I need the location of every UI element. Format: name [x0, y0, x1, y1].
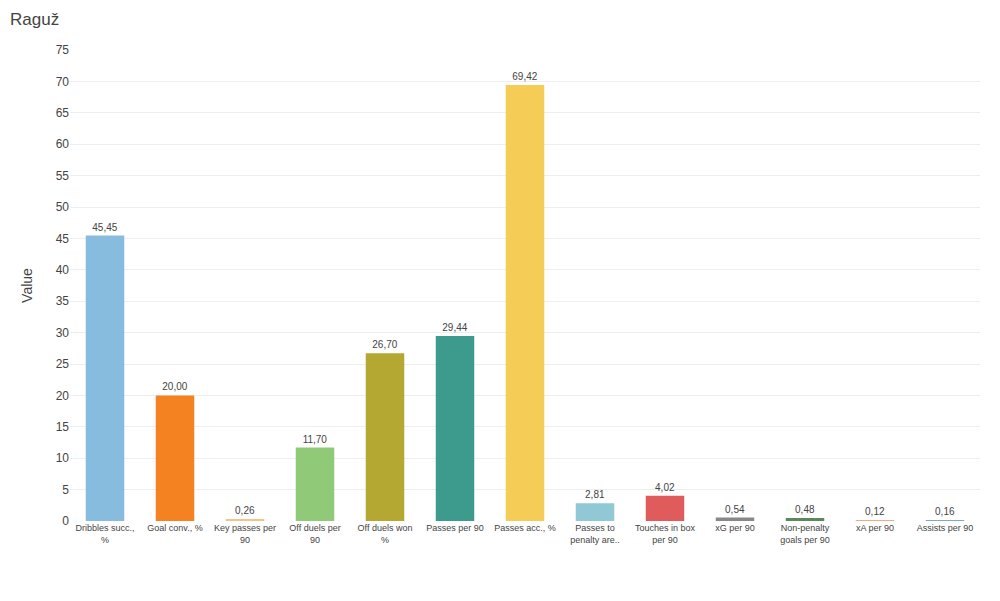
svg-text:Assists per 90: Assists per 90 — [917, 523, 974, 533]
svg-text:55: 55 — [56, 169, 70, 183]
svg-text:Non-penaltygoals per 90: Non-penaltygoals per 90 — [780, 523, 830, 545]
svg-text:0,12: 0,12 — [865, 506, 885, 517]
svg-text:35: 35 — [56, 294, 70, 308]
svg-text:15: 15 — [56, 420, 70, 434]
svg-text:20: 20 — [56, 389, 70, 403]
svg-text:Off duels per90: Off duels per90 — [289, 523, 340, 545]
svg-text:70: 70 — [56, 75, 70, 89]
svg-text:0,54: 0,54 — [725, 504, 745, 515]
svg-text:50: 50 — [56, 200, 70, 214]
svg-text:xA per 90: xA per 90 — [856, 523, 894, 533]
svg-text:20,00: 20,00 — [162, 381, 187, 392]
svg-text:5: 5 — [62, 483, 69, 497]
svg-text:10: 10 — [56, 451, 70, 465]
svg-text:65: 65 — [56, 106, 70, 120]
svg-text:Touches in boxper 90: Touches in boxper 90 — [635, 523, 696, 545]
svg-text:Off duels won%: Off duels won% — [358, 523, 413, 545]
svg-text:11,70: 11,70 — [303, 434, 328, 445]
svg-text:Passes acc., %: Passes acc., % — [494, 523, 556, 533]
svg-text:2,81: 2,81 — [585, 489, 605, 500]
svg-text:Goal conv., %: Goal conv., % — [147, 523, 202, 533]
svg-text:40: 40 — [56, 263, 70, 277]
svg-text:45: 45 — [56, 232, 70, 246]
svg-text:0,16: 0,16 — [935, 506, 955, 517]
svg-text:45,45: 45,45 — [92, 222, 117, 233]
svg-text:Key passes per90: Key passes per90 — [214, 523, 276, 545]
svg-text:25: 25 — [56, 357, 70, 371]
svg-text:26,70: 26,70 — [372, 339, 397, 350]
svg-text:4,02: 4,02 — [655, 482, 675, 493]
svg-text:69,42: 69,42 — [512, 71, 537, 82]
svg-text:0: 0 — [62, 514, 69, 528]
svg-text:60: 60 — [56, 137, 70, 151]
svg-text:Raguž: Raguž — [10, 10, 59, 29]
svg-text:Passes topenalty are..: Passes topenalty are.. — [570, 523, 620, 545]
svg-text:75: 75 — [56, 43, 70, 57]
svg-text:0,26: 0,26 — [235, 505, 255, 516]
svg-text:0,48: 0,48 — [795, 504, 815, 515]
svg-text:Value: Value — [19, 268, 35, 303]
svg-text:30: 30 — [56, 326, 70, 340]
svg-text:xG per 90: xG per 90 — [715, 523, 755, 533]
svg-text:Dribbles succ.,%: Dribbles succ.,% — [75, 523, 134, 545]
svg-text:Passes per 90: Passes per 90 — [426, 523, 484, 533]
svg-text:29,44: 29,44 — [442, 322, 467, 333]
